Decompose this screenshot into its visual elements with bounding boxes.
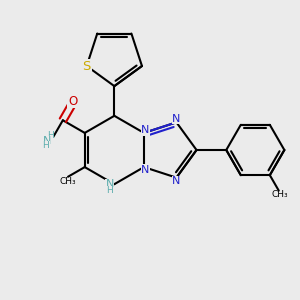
Text: N: N [172, 114, 181, 124]
Text: N: N [141, 165, 150, 175]
Text: H: H [42, 141, 49, 150]
Text: CH₃: CH₃ [60, 177, 76, 186]
Text: N: N [43, 136, 51, 146]
Text: N: N [172, 176, 181, 186]
Text: H: H [47, 131, 54, 140]
Text: S: S [82, 59, 91, 73]
Text: N: N [141, 125, 150, 135]
Text: O: O [68, 95, 77, 108]
Text: H: H [106, 186, 113, 195]
Text: N: N [105, 179, 114, 189]
Text: CH₃: CH₃ [271, 190, 288, 199]
